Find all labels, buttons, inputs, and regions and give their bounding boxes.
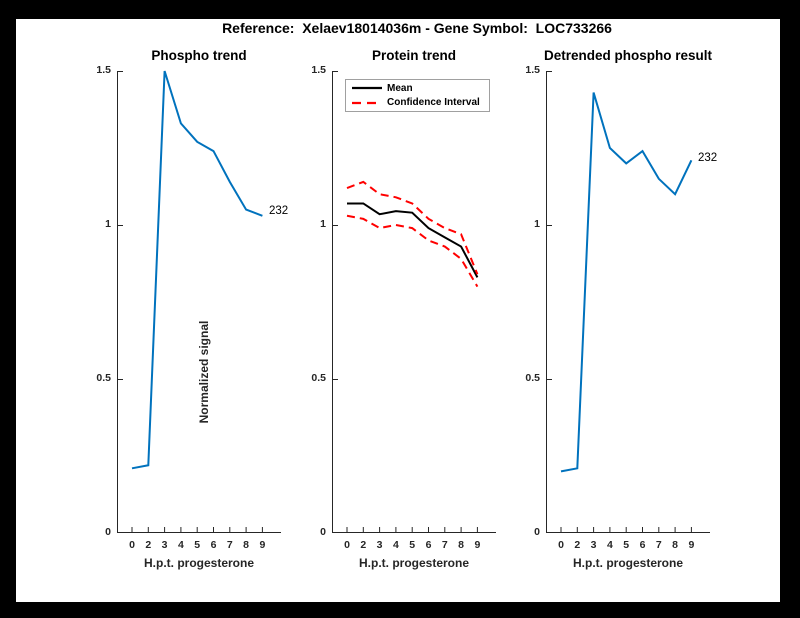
y-tick-label: 1.5 [311, 64, 326, 76]
y-tick-label: 0.5 [96, 372, 111, 384]
x-tick-label: 0 [558, 539, 564, 551]
y-tick-label: 0 [534, 526, 540, 538]
x-tick-label: 8 [672, 539, 679, 551]
x-tick-label: 3 [161, 539, 168, 551]
legend-ci-line-sample [352, 101, 382, 104]
subplot-title: Detrended phospho result [543, 48, 712, 63]
legend-label: Mean [387, 82, 413, 94]
x-axis-label: H.p.t. progesterone [143, 556, 254, 570]
y-tick-label: 1 [534, 218, 540, 230]
x-axis-label: H.p.t. progesterone [572, 556, 683, 570]
x-tick-label: 6 [639, 539, 646, 551]
x-tick-label: 2 [145, 539, 152, 551]
series-end-label: 232 [269, 205, 289, 217]
x-tick-label: 7 [655, 539, 662, 551]
series-line-confidence-interval-lower [346, 214, 479, 288]
y-tick-label: 0 [320, 526, 326, 538]
detrended-phospho-plot [546, 71, 710, 533]
x-tick-label: 9 [259, 539, 266, 551]
y-tick-label: 0 [105, 526, 111, 538]
y-tick-label: 0.5 [525, 372, 540, 384]
series-line-confidence-interval-upper [346, 180, 479, 275]
series-line-mean [347, 202, 479, 278]
x-tick-label: 0 [129, 539, 135, 551]
subplot-title: Phospho trend [151, 48, 247, 63]
y-tick-label: 1 [320, 218, 326, 230]
x-tick-label: 3 [590, 539, 597, 551]
legend-box: Mean Confidence Interval [345, 79, 490, 112]
y-tick-label: 1 [105, 218, 111, 230]
series-end-label: 232 [698, 152, 718, 164]
x-tick-label: 9 [688, 539, 695, 551]
x-tick-label: 5 [194, 539, 201, 551]
x-axis-label: H.p.t. progesterone [358, 556, 469, 570]
x-tick-label: 5 [623, 539, 630, 551]
y-axis-label: Normalized signal [197, 320, 211, 424]
x-tick-label: 0 [344, 539, 350, 551]
x-tick-label: 8 [243, 539, 250, 551]
figure-title: Reference: Xelaev18014036m - Gene Symbol… [222, 20, 612, 36]
legend-mean-line-sample [352, 87, 382, 90]
x-tick-label: 3 [376, 539, 383, 551]
x-tick-label: 9 [474, 539, 481, 551]
figure-canvas [16, 19, 780, 602]
legend-entry-mean: Mean [351, 81, 489, 95]
x-tick-label: 2 [574, 539, 581, 551]
y-tick-label: 1.5 [96, 64, 111, 76]
x-tick-label: 6 [210, 539, 217, 551]
y-tick-labels: 0 0.5 1 1.5 [506, 64, 540, 538]
y-tick-labels: 0 0.5 1 1.5 [77, 64, 111, 538]
legend-entry-confidence-interval: Confidence Interval [351, 96, 489, 110]
phospho-trend-plot [117, 70, 281, 533]
x-tick-label: 4 [606, 539, 613, 551]
x-tick-label: 7 [441, 539, 448, 551]
x-tick-label: 7 [226, 539, 233, 551]
x-tick-label: 5 [409, 539, 416, 551]
protein-trend-plot [332, 71, 496, 533]
x-tick-label: 8 [458, 539, 465, 551]
series-line-phospho-signal [131, 70, 263, 470]
series-line-detrended-phospho-signal [560, 92, 693, 473]
y-tick-label: 0.5 [311, 372, 326, 384]
y-tick-labels: 0 0.5 1 1.5 [292, 64, 326, 538]
x-tick-label: 6 [425, 539, 432, 551]
x-tick-label: 4 [177, 539, 184, 551]
x-tick-label: 2 [360, 539, 367, 551]
subplot-title: Protein trend [371, 48, 456, 63]
y-tick-label: 1.5 [525, 64, 540, 76]
legend-label: Confidence Interval [387, 97, 480, 109]
x-tick-label: 4 [392, 539, 399, 551]
